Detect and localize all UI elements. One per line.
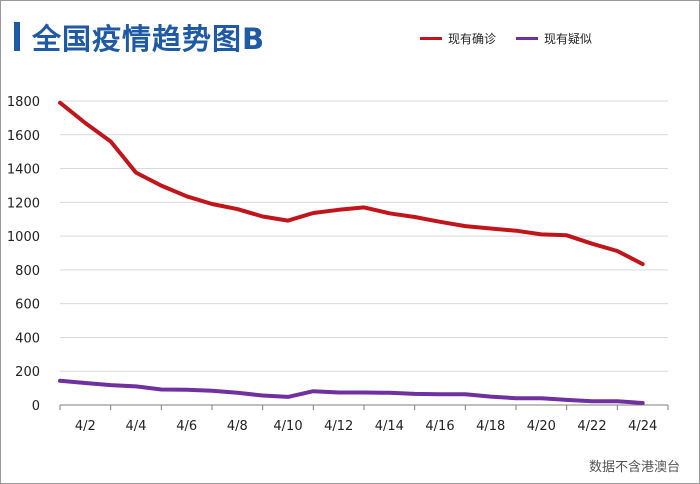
x-tick-label: 4/12 xyxy=(324,419,353,434)
y-tick-label: 200 xyxy=(15,365,40,380)
x-tick-label: 4/2 xyxy=(75,419,96,434)
y-tick-label: 1400 xyxy=(7,163,40,178)
x-tick-label: 4/24 xyxy=(628,419,657,434)
legend-swatch-confirmed xyxy=(420,37,442,40)
x-tick-label: 4/8 xyxy=(227,419,248,434)
x-tick-label: 4/10 xyxy=(273,419,302,434)
chart-legend: 现有确诊 现有疑似 xyxy=(420,30,592,47)
x-tick-label: 4/14 xyxy=(375,419,404,434)
source-note: 数据不含港澳台 xyxy=(588,460,680,475)
legend-item-suspected: 现有疑似 xyxy=(516,30,592,47)
series-line-suspected xyxy=(58,378,645,405)
y-tick-label: 1000 xyxy=(7,230,40,245)
y-tick-label: 1800 xyxy=(7,95,40,110)
y-tick-label: 0 xyxy=(32,399,40,414)
x-tick-label: 4/18 xyxy=(476,419,505,434)
title-accent-bar xyxy=(14,22,20,51)
series-line-confirmed xyxy=(58,100,645,267)
x-tick-label: 4/22 xyxy=(577,419,606,434)
y-tick-label: 1200 xyxy=(7,196,40,211)
y-tick-label: 600 xyxy=(15,298,40,313)
legend-swatch-suspected xyxy=(516,37,539,40)
legend-item-confirmed: 现有确诊 xyxy=(420,30,496,47)
x-tick-label: 4/16 xyxy=(425,419,454,434)
legend-label-confirmed: 现有确诊 xyxy=(448,32,497,46)
legend-label-suspected: 现有疑似 xyxy=(544,32,593,46)
y-tick-label: 800 xyxy=(15,264,40,279)
x-tick-label: 4/6 xyxy=(176,419,197,434)
y-tick-label: 400 xyxy=(15,331,40,346)
y-tick-label: 1600 xyxy=(7,129,40,144)
chart-title: 全国疫情趋势图B xyxy=(32,22,266,56)
x-tick-label: 4/4 xyxy=(126,419,147,434)
x-tick-label: 4/20 xyxy=(527,419,556,434)
